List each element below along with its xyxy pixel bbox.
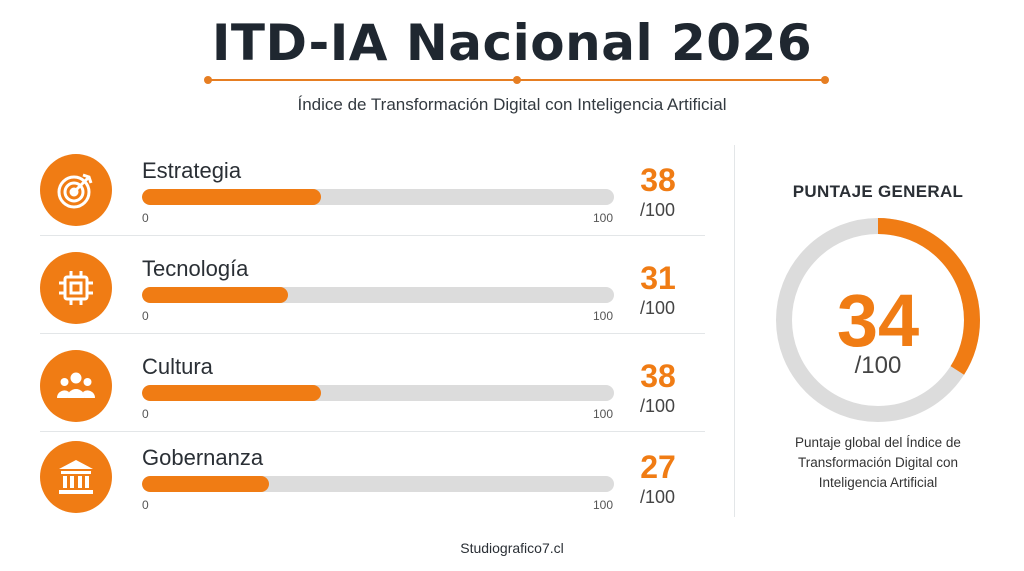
bar (142, 287, 289, 303)
bar-track (142, 189, 614, 205)
category-label: Gobernanza (142, 445, 264, 470)
tick-label: 100 (593, 309, 614, 323)
page-subtitle: Índice de Transformación Digital con Int… (297, 95, 727, 114)
category-row: Cultura 0 100 38 /100 (40, 336, 705, 432)
data-label: 38 (640, 358, 676, 394)
bar-track (142, 476, 614, 492)
data-label: 31 (640, 260, 676, 296)
tick-label: 0 (142, 211, 149, 225)
government-building-icon (40, 441, 112, 513)
category-row: Tecnología 0 100 31 /100 (40, 238, 705, 334)
data-label: 38 (640, 162, 676, 198)
tick-label: 100 (593, 211, 614, 225)
tick-label: 0 (142, 309, 149, 323)
value-suffix: /100 (640, 298, 676, 318)
bar (142, 189, 322, 205)
page-title: ITD-IA Nacional 2026 (211, 14, 813, 72)
value-suffix: /100 (640, 396, 676, 416)
chip-icon (40, 252, 112, 324)
category-row: Estrategia 0 100 38 /100 (40, 140, 705, 236)
gauge-donut (776, 218, 980, 422)
tick-label: 100 (593, 498, 614, 512)
title-divider (204, 76, 829, 84)
people-icon (40, 350, 112, 422)
panel-divider (734, 145, 735, 517)
category-row: Gobernanza 0 100 27 /100 (40, 427, 705, 523)
tick-label: 0 (142, 407, 149, 421)
gauge-title: PUNTAJE GENERAL (792, 182, 964, 201)
bar (142, 476, 270, 492)
row-divider (40, 431, 705, 432)
row-divider (40, 235, 705, 236)
target-icon (40, 154, 112, 226)
gauge-value: 34 (836, 279, 920, 362)
gauge-suffix: /100 (854, 352, 902, 379)
footer-credit: Studiografico7.cl (460, 540, 564, 556)
value-suffix: /100 (640, 200, 676, 220)
value-suffix: /100 (640, 487, 676, 507)
bar-track (142, 385, 614, 401)
tick-label: 0 (142, 498, 149, 512)
category-label: Estrategia (142, 158, 242, 183)
data-label: 27 (640, 449, 676, 485)
row-divider (40, 333, 705, 334)
gauge-caption: Puntaje global del Índice de Transformac… (795, 435, 961, 490)
bar-track (142, 287, 614, 303)
category-label: Cultura (142, 354, 213, 379)
bar (142, 385, 322, 401)
category-label: Tecnología (142, 256, 249, 281)
tick-label: 100 (593, 407, 614, 421)
gauge-arc (776, 218, 980, 422)
